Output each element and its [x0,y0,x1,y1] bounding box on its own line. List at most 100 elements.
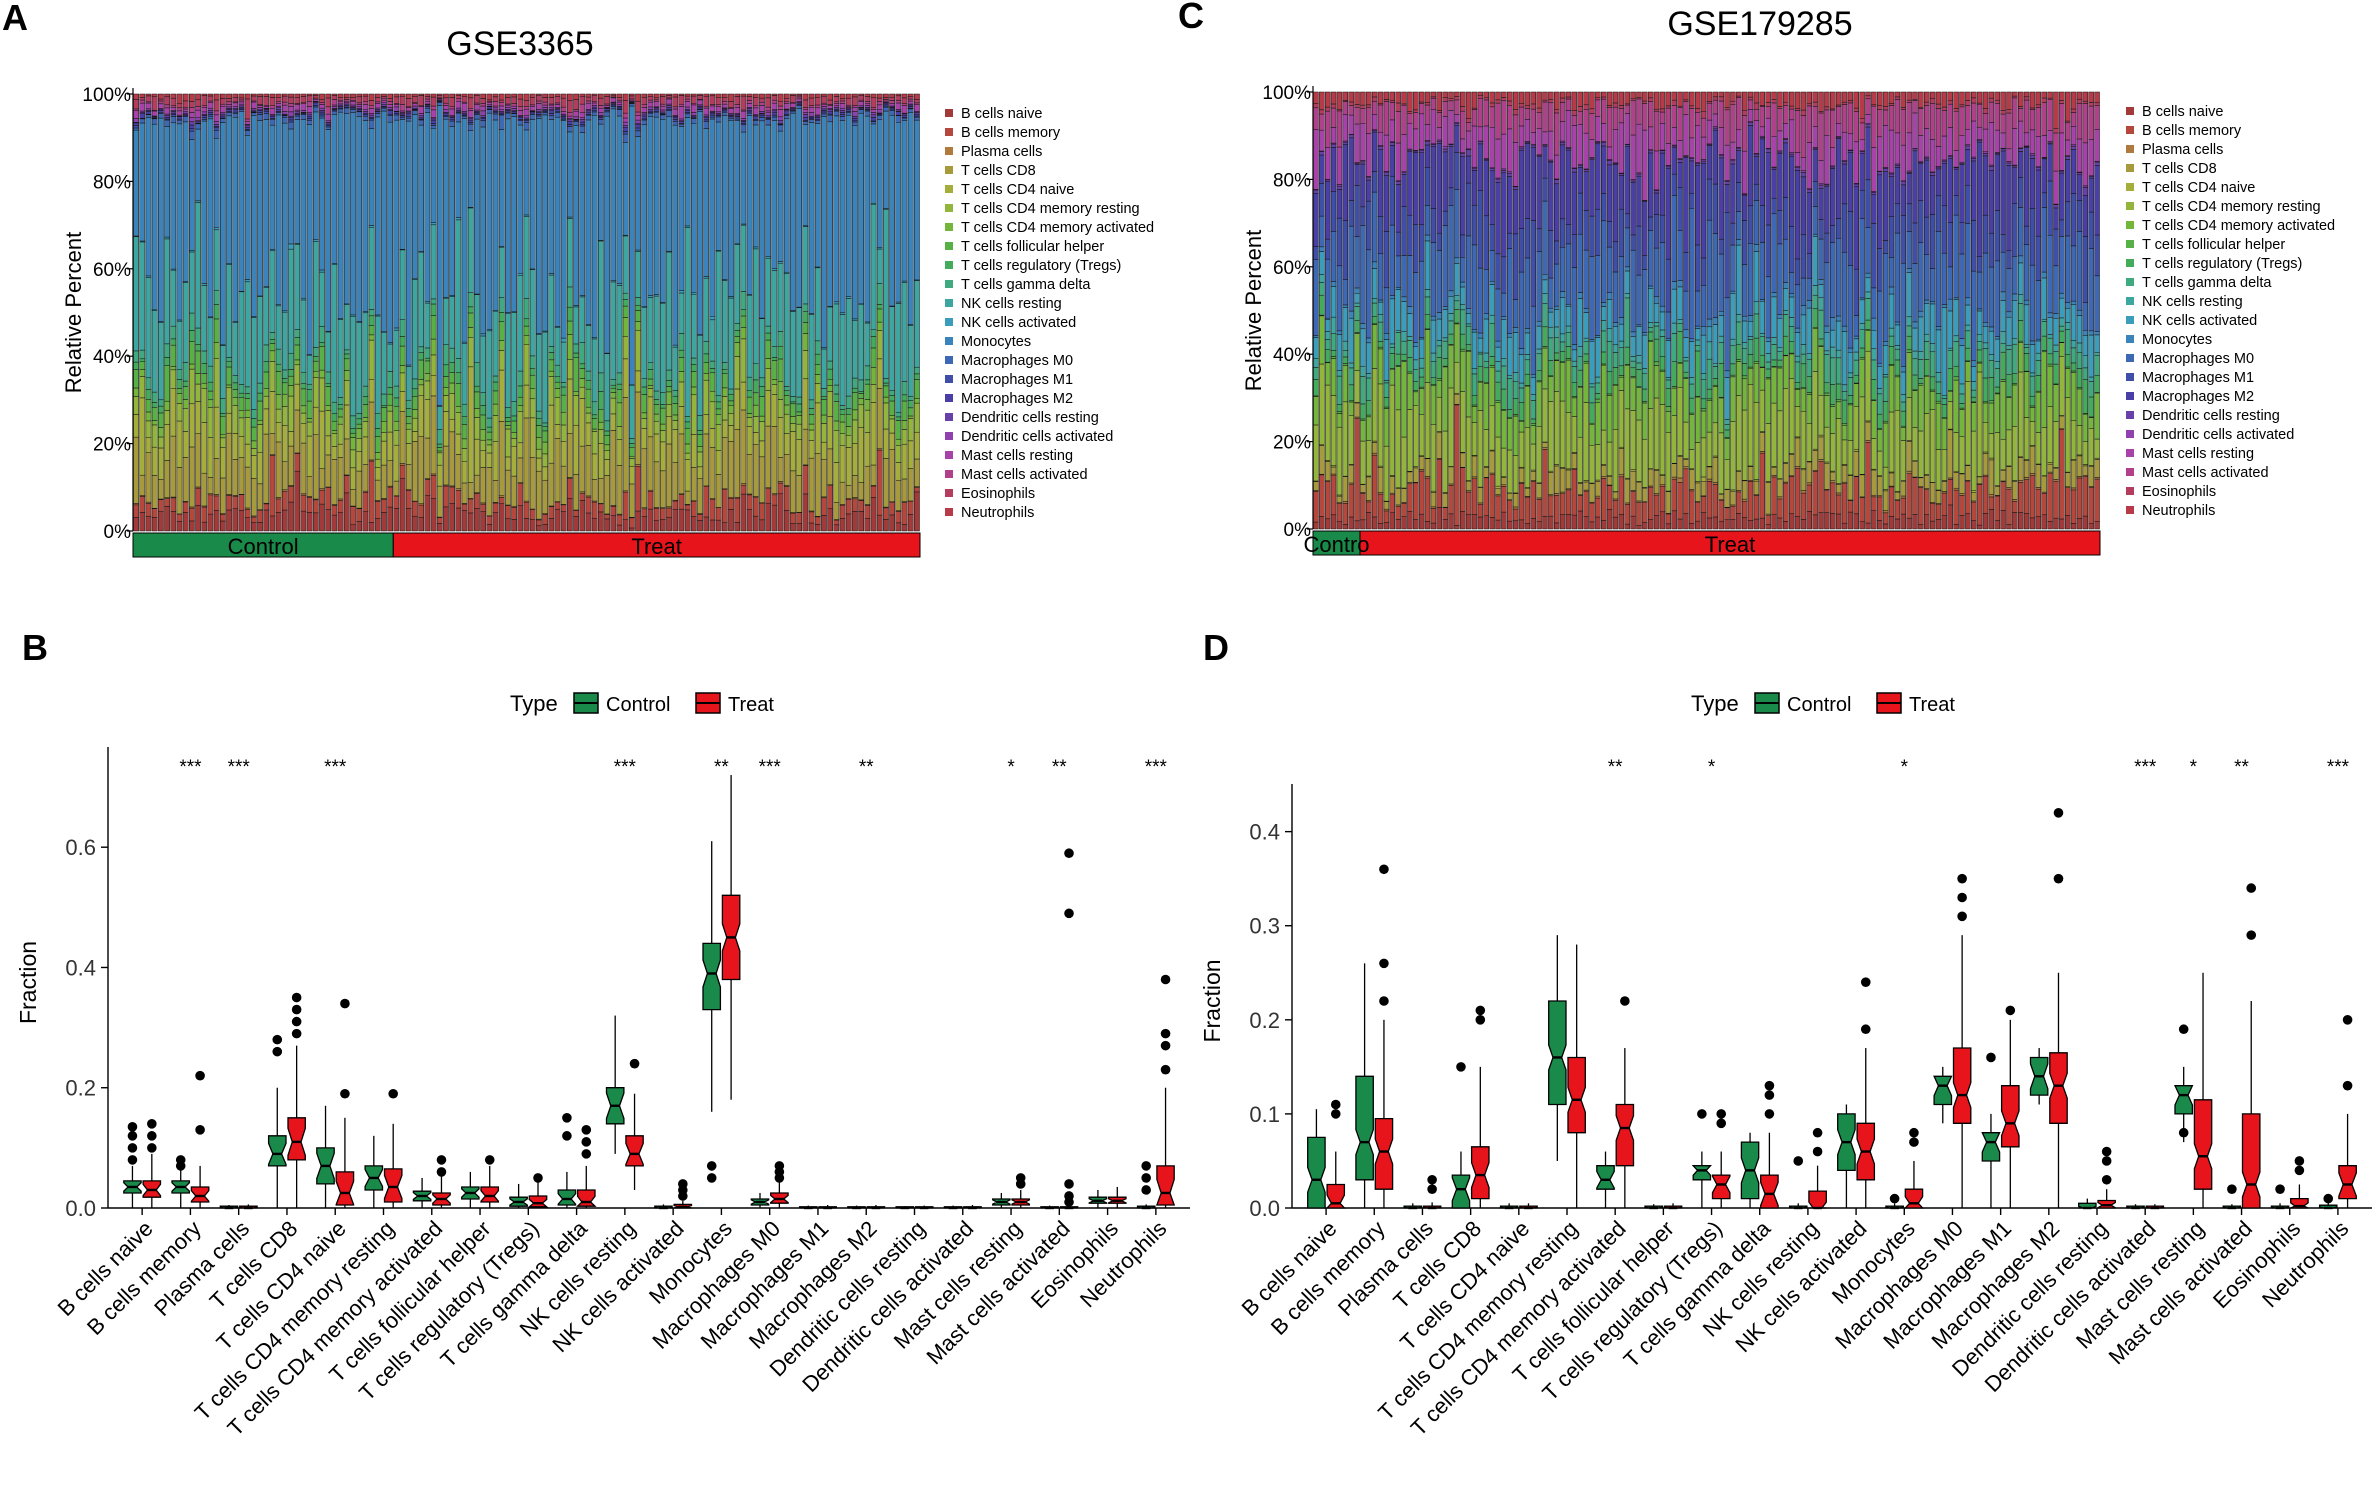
stack-segment-macrophages-m0 [1407,255,1413,307]
stack-segment-monocytes [715,121,722,251]
stack-segment-t-cells-cd4-memory-activated [690,386,697,396]
stack-segment-b-cells-memory [238,494,245,511]
stack-segment-t-cells-gamma-delta [1689,383,1695,399]
stack-segment-t-cells-regulatory-tregs [381,405,387,408]
stack-segment-monocytes [399,119,406,250]
stack-segment-neutrophils [486,93,493,101]
stack-segment-mast-cells-resting [1783,123,1789,139]
stack-segment-t-cells-cd4-memory-activated [1683,378,1689,423]
stack-segment-eosinophils [567,100,573,114]
stack-segment-eosinophils [548,97,555,105]
stack-segment-mast-cells-resting [238,101,245,105]
stack-segment-t-cells-gamma-delta [374,413,381,429]
stack-segment-neutrophils [585,93,592,98]
sample-bar [1507,91,1513,530]
stack-segment-macrophages-m1 [1507,232,1513,249]
stack-segment-eosinophils [697,95,703,100]
stack-segment-b-cells-naive [164,506,170,532]
stack-segment-b-cells-naive [814,524,821,532]
stack-segment-t-cells-follicular-helper [1336,411,1343,414]
stack-segment-t-cells-cd4-naive [870,402,877,466]
stack-segment-monocytes [1319,246,1325,252]
stack-segment-monocytes [1524,328,1531,334]
stack-segment-plasma-cells [455,488,462,491]
sample-bar [337,93,344,532]
stack-segment-t-cells-regulatory-tregs [1777,359,1783,368]
stack-segment-mast-cells-resting [1777,130,1783,152]
stack-segment-t-cells-gamma-delta [1812,294,1818,310]
stack-segment-t-cells-cd4-memory-activated [226,384,232,389]
stack-segment-t-cells-cd4-naive [158,447,164,480]
legend-item: Macrophages M0 [945,353,1073,369]
stack-segment-neutrophils [1465,91,1472,119]
stack-segment-macrophages-m1 [1518,228,1525,273]
stack-segment-t-cells-cd4-memory-resting [1653,397,1660,470]
stack-segment-t-cells-cd4-memory-activated [250,440,257,449]
legend-swatch-nk-cells-resting [945,299,953,307]
stack-segment-t-cells-cd4-memory-activated [560,411,567,426]
stack-segment-b-cells-memory [1736,491,1742,514]
stack-segment-b-cells-memory [1583,490,1589,517]
stack-segment-t-cells-gamma-delta [467,292,474,308]
stack-segment-neutrophils [1430,91,1437,98]
stack-segment-macrophages-m0 [858,109,864,114]
stack-segment-eosinophils [740,95,747,111]
stack-segment-macrophages-m0 [672,121,679,126]
sample-bar [585,93,592,532]
stack-segment-neutrophils [783,93,790,99]
stack-segment-t-cells-cd4-naive [170,388,177,437]
stack-segment-macrophages-m2 [684,110,691,113]
stack-segment-t-cells-gamma-delta [1418,367,1425,378]
stack-segment-t-cells-cd4-memory-resting [635,330,641,372]
stack-segment-t-cells-cd4-memory-resting [511,438,517,447]
stack-segment-nk-cells-activated [1565,306,1572,327]
stack-segment-nk-cells-resting [368,226,375,310]
stack-segment-t-cells-cd4-memory-resting [170,369,177,390]
stack-segment-t-cells-cd4-memory-resting [412,417,418,432]
stack-segment-b-cells-memory [914,487,920,493]
stack-segment-macrophages-m0 [331,110,338,115]
stack-segment-monocytes [1747,315,1754,322]
stack-segment-t-cells-regulatory-tregs [852,387,858,393]
stack-segment-t-cells-cd4-memory-activated [808,423,815,431]
stack-segment-t-cells-follicular-helper [300,388,307,407]
stack-segment-t-cells-cd8 [145,452,152,503]
stack-segment-mast-cells-resting [480,105,486,112]
stack-segment-b-cells-naive [1360,519,1366,530]
stack-segment-nk-cells-activated [1542,279,1548,294]
stack-segment-macrophages-m2 [1313,193,1319,247]
stack-segment-b-cells-memory [864,505,871,519]
stack-segment-t-cells-cd4-memory-activated [914,398,920,404]
stack-segment-b-cells-memory [870,485,877,498]
stack-segment-macrophages-m1 [1354,185,1360,237]
stack-segment-macrophages-m0 [783,115,790,120]
stack-segment-b-cells-naive [1624,523,1630,530]
stack-segment-neutrophils [567,93,573,101]
stack-segment-b-cells-naive [1783,521,1789,530]
stack-segment-nk-cells-resting [263,287,270,346]
stack-segment-t-cells-gamma-delta [1542,303,1548,328]
stack-segment-macrophages-m2 [901,114,908,118]
stack-segment-plasma-cells [1383,508,1390,512]
stack-segment-mast-cells-activated [672,106,679,110]
sample-bar [821,93,827,532]
stack-segment-mast-cells-resting [690,104,697,113]
stack-segment-nk-cells-activated [845,296,852,299]
stack-segment-b-cells-memory [1577,495,1583,512]
stack-segment-mast-cells-activated [746,100,753,104]
stack-segment-macrophages-m2 [189,124,195,129]
stack-segment-mast-cells-activated [1741,115,1748,152]
stack-segment-macrophages-m0 [1706,219,1713,320]
stack-segment-macrophages-m0 [1330,231,1337,282]
stack-segment-t-cells-gamma-delta [814,340,821,355]
stack-segment-t-cells-cd4-memory-resting [610,397,617,415]
stack-segment-t-cells-regulatory-tregs [1448,333,1454,345]
stack-segment-nk-cells-resting [864,322,871,367]
stack-segment-macrophages-m2 [164,117,170,120]
stack-segment-mast-cells-activated [852,105,858,108]
stack-segment-t-cells-cd8 [1636,481,1642,502]
stack-segment-monocytes [343,113,350,305]
stack-segment-macrophages-m2 [1777,153,1783,211]
stack-segment-t-cells-cd4-memory-activated [1765,378,1771,424]
stack-segment-macrophages-m2 [740,121,747,124]
